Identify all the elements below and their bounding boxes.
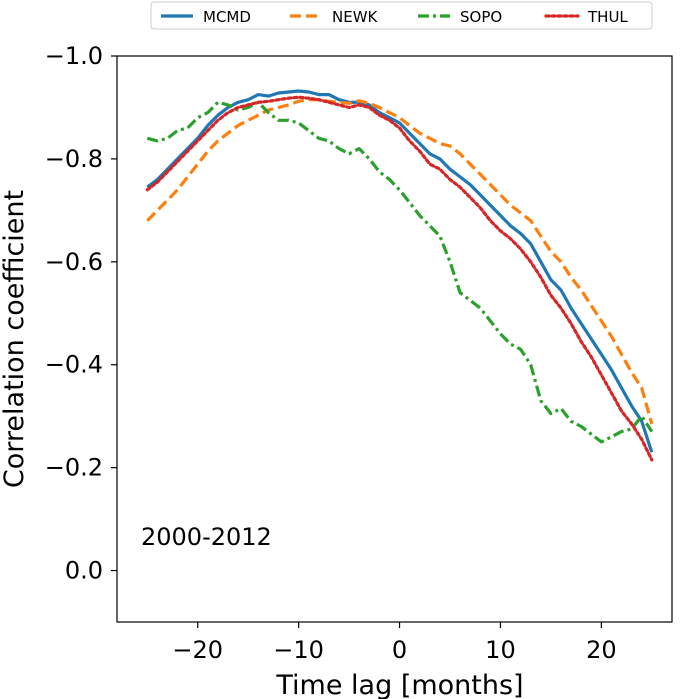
x-axis: −20 −10 0 10 20 [172,622,617,664]
legend-label-newk: NEWK [332,8,379,26]
y-axis-label: Correlation coefficient [0,190,30,488]
y-tick-label: −0.6 [45,248,103,276]
series-line-thul [145,95,654,462]
x-tick-label: 20 [586,636,617,664]
series-line-newk [146,98,654,425]
y-tick-label: −0.4 [45,351,103,379]
plot-frame [116,55,673,623]
legend-label-mcmd: MCMD [203,8,251,26]
x-tick-label: 0 [392,636,407,664]
legend-label-sopo: SOPO [460,8,502,26]
x-tick-label: 10 [485,636,516,664]
y-tick-label: −0.2 [45,454,103,482]
x-axis-label: Time lag [months] [275,670,523,699]
y-axis: −1.0 −0.8 −0.6 −0.4 −0.2 0.0 [45,42,117,585]
y-tick-label: 0.0 [65,557,103,585]
series-line-mcmd [146,89,654,453]
annotation-period: 2000-2012 [141,523,272,551]
y-tick-label: −0.8 [45,145,103,173]
series-line-sopo [146,100,654,444]
x-tick-label: −10 [273,636,324,664]
legend: MCMD NEWK SOPO THUL [150,1,653,30]
legend-label-thul: THUL [587,8,628,26]
legend-frame [150,1,653,30]
y-tick-label: −1.0 [45,42,103,70]
x-tick-label: −20 [172,636,223,664]
plot-lines [145,89,654,462]
